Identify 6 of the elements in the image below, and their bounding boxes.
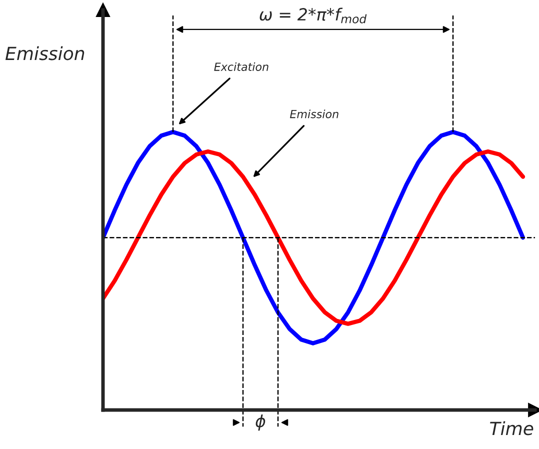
text: ϕ [256,414,266,431]
text: Excitation [214,62,268,71]
text: Emission [290,110,338,118]
text: ω = 2*π*f$_{mod}$ [260,8,367,24]
x-axis-title: Time [490,421,534,436]
y-axis-title: Emission [5,46,84,60]
